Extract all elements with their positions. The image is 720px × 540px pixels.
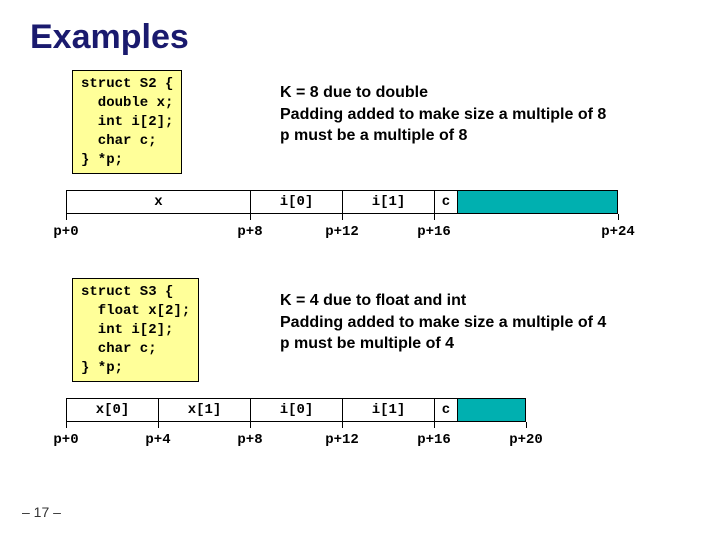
tick <box>250 422 251 428</box>
s3-off-20: p+20 <box>509 432 543 448</box>
tick <box>434 422 435 428</box>
s2-cell-i0: i[0] <box>250 190 342 214</box>
s3-cell-i0: i[0] <box>250 398 342 422</box>
s3-code-box: struct S3 { float x[2]; int i[2]; char c… <box>72 278 199 382</box>
s3-cell-x0: x[0] <box>66 398 158 422</box>
s2-explain-p: p <box>280 127 290 145</box>
s2-memory-row: x i[0] i[1] c <box>66 190 618 214</box>
s3-off-0: p+0 <box>53 432 78 448</box>
s2-off-8: p+8 <box>237 224 262 240</box>
s3-off-16: p+16 <box>417 432 451 448</box>
s3-explain-line1: K = 4 due to float and int <box>280 290 606 312</box>
s3-explain-line3: p must be multiple of 4 <box>280 333 606 356</box>
tick <box>526 422 527 428</box>
s2-cell-x: x <box>66 190 250 214</box>
tick <box>342 422 343 428</box>
page-title: Examples <box>0 0 720 57</box>
s2-explain-line1: K = 8 due to double <box>280 82 606 104</box>
s3-off-8: p+8 <box>237 432 262 448</box>
tick <box>618 214 619 220</box>
s3-off-12: p+12 <box>325 432 359 448</box>
s2-code-box: struct S2 { double x; int i[2]; char c; … <box>72 70 182 174</box>
s3-memory-row: x[0] x[1] i[0] i[1] c <box>66 398 526 422</box>
s3-explain-line2: Padding added to make size a multiple of… <box>280 312 606 334</box>
s2-cell-i1: i[1] <box>342 190 434 214</box>
s2-cell-pad <box>457 190 618 214</box>
s3-explain-rest: must be multiple of 4 <box>290 335 454 352</box>
s3-explanation: K = 4 due to float and int Padding added… <box>280 290 606 356</box>
s2-cell-c: c <box>434 190 457 214</box>
s3-cell-pad <box>457 398 526 422</box>
tick <box>250 214 251 220</box>
s2-off-24: p+24 <box>601 224 635 240</box>
s2-off-0: p+0 <box>53 224 78 240</box>
tick <box>66 214 67 220</box>
s2-off-16: p+16 <box>417 224 451 240</box>
s2-explanation: K = 8 due to double Padding added to mak… <box>280 82 606 148</box>
tick <box>66 422 67 428</box>
tick <box>342 214 343 220</box>
s2-explain-rest: must be a multiple of 8 <box>290 127 468 144</box>
s2-explain-line3: p must be a multiple of 8 <box>280 125 606 148</box>
s2-off-12: p+12 <box>325 224 359 240</box>
s3-cell-c: c <box>434 398 457 422</box>
tick <box>158 422 159 428</box>
slide-number: – 17 – <box>22 504 61 520</box>
s3-cell-i1: i[1] <box>342 398 434 422</box>
tick <box>434 214 435 220</box>
s3-off-4: p+4 <box>145 432 170 448</box>
s3-explain-p: p <box>280 335 290 353</box>
s2-explain-line2: Padding added to make size a multiple of… <box>280 104 606 126</box>
s3-cell-x1: x[1] <box>158 398 250 422</box>
